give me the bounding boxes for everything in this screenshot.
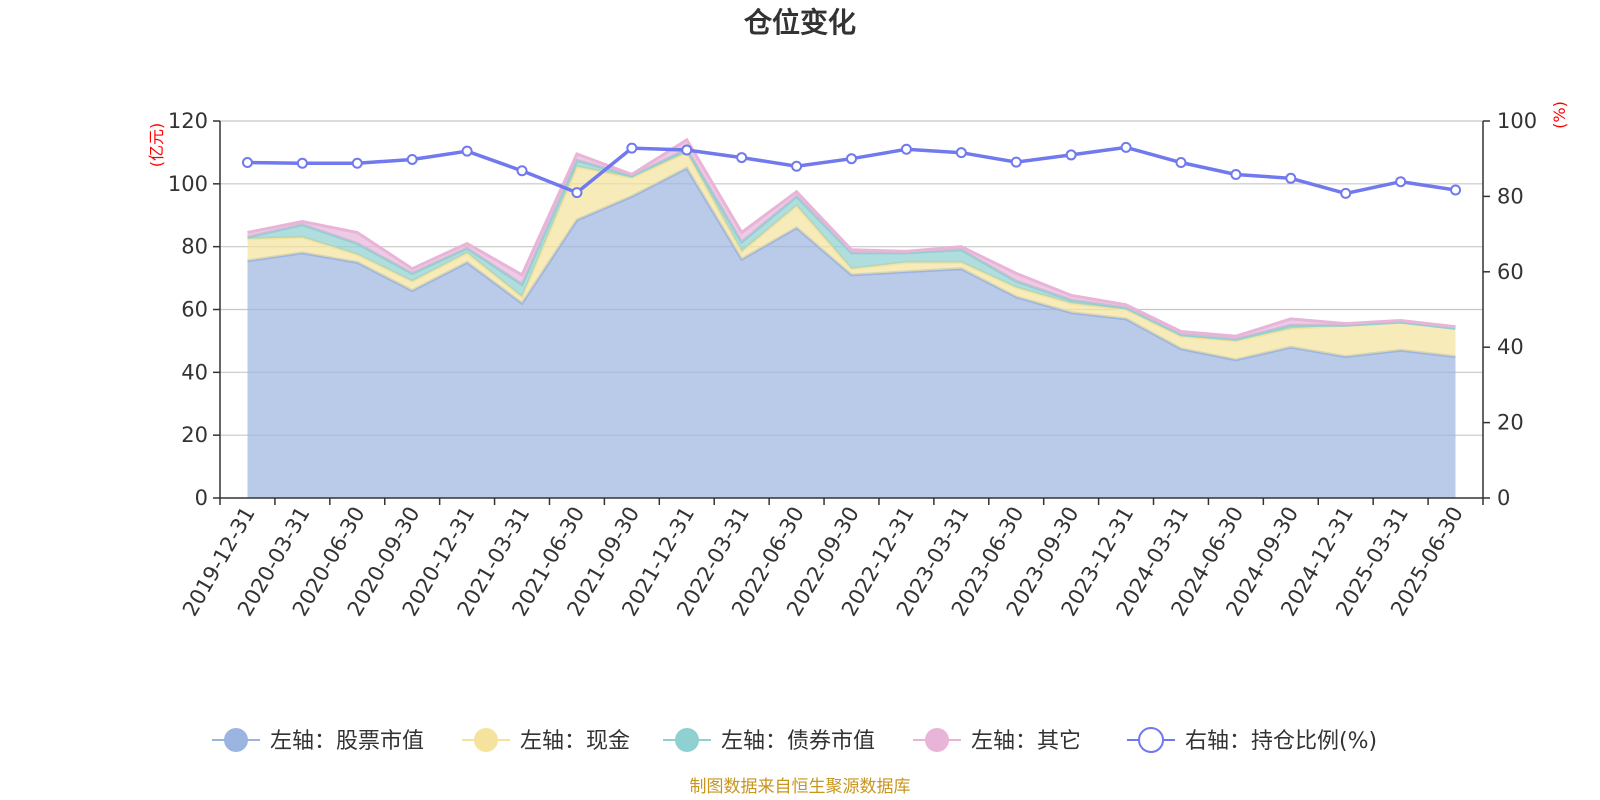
left-axis-tick-label: 120: [168, 109, 208, 133]
stacked-areas: [247, 137, 1456, 498]
legend: 左轴：股票市值 左轴：现金 左轴：债券市值 左轴：其它 右轴：持仓比例(%): [212, 727, 1377, 754]
left-axis-unit: (亿元): [147, 123, 166, 168]
legend-swatch-marker: [1138, 727, 1164, 753]
left-axis-tick-label: 60: [181, 298, 208, 322]
right-axis-tick-label: 60: [1497, 260, 1524, 284]
source-note: 制图数据来自恒生聚源数据库: [690, 777, 911, 797]
right-axis-tick-label: 80: [1497, 184, 1524, 208]
right-axis-tick-label: 100: [1497, 109, 1537, 133]
legend-label: 左轴：股票市值: [270, 729, 424, 754]
holding-ratio-point: [461, 145, 473, 157]
holding-ratio-point: [1450, 184, 1462, 196]
holding-ratio-point: [1340, 187, 1352, 199]
chart-title: 仓位变化: [744, 6, 856, 39]
legend-swatch-marker: [675, 728, 699, 752]
legend-label: 左轴：现金: [520, 729, 630, 754]
holding-ratio-point: [241, 156, 253, 168]
holding-ratio-point: [571, 187, 583, 199]
holding-ratio-point: [1230, 169, 1242, 181]
holding-ratio-point: [791, 160, 803, 172]
legend-swatch-marker: [224, 728, 248, 752]
holding-ratio-point: [626, 142, 638, 154]
right-axis-unit: (%): [1550, 101, 1569, 129]
left-axis-tick-label: 80: [181, 235, 208, 259]
legend-item: 左轴：其它: [913, 728, 1081, 754]
holding-ratio-point: [296, 157, 308, 169]
legend-item: 左轴：股票市值: [212, 728, 424, 754]
holding-ratio-point: [955, 147, 967, 159]
holding-ratio-point: [1175, 156, 1187, 168]
holding-ratio-series: [241, 141, 1462, 199]
left-axis-tick-label: 100: [168, 172, 208, 196]
area-左轴：现金: [247, 152, 1456, 360]
holding-ratio-point: [406, 153, 418, 165]
holding-ratio-point: [1010, 156, 1022, 168]
right-axis-tick-label: 0: [1497, 486, 1510, 510]
holding-ratio-point: [1120, 141, 1132, 153]
legend-label: 左轴：其它: [971, 729, 1081, 754]
holding-ratio-point: [900, 143, 912, 155]
legend-swatch-marker: [474, 728, 498, 752]
legend-swatch-marker: [925, 728, 949, 752]
legend-label: 右轴：持仓比例(%): [1185, 729, 1377, 754]
left-axis-tick-label: 0: [195, 486, 208, 510]
holding-ratio-point: [516, 165, 528, 177]
area-edge-左轴：其它: [247, 137, 1456, 338]
legend-item: 左轴：现金: [462, 728, 630, 754]
holding-ratio-point: [736, 152, 748, 164]
holding-ratio-point: [1395, 176, 1407, 188]
legend-item: 左轴：债券市值: [663, 728, 875, 754]
legend-label: 左轴：债券市值: [721, 729, 875, 754]
holding-ratio-point: [846, 153, 857, 165]
left-axis-tick-label: 20: [181, 423, 208, 447]
holding-ratio-point: [351, 157, 363, 169]
left-axis-tick-label: 40: [181, 360, 208, 384]
right-axis-tick-label: 40: [1497, 335, 1524, 359]
right-axis-tick-label: 20: [1497, 411, 1524, 435]
holding-ratio-point: [1285, 172, 1297, 184]
legend-item: 右轴：持仓比例(%): [1127, 727, 1377, 754]
area-左轴：股票市值: [247, 168, 1456, 498]
holding-ratio-point: [681, 144, 693, 156]
holding-ratio-point: [1065, 149, 1077, 161]
